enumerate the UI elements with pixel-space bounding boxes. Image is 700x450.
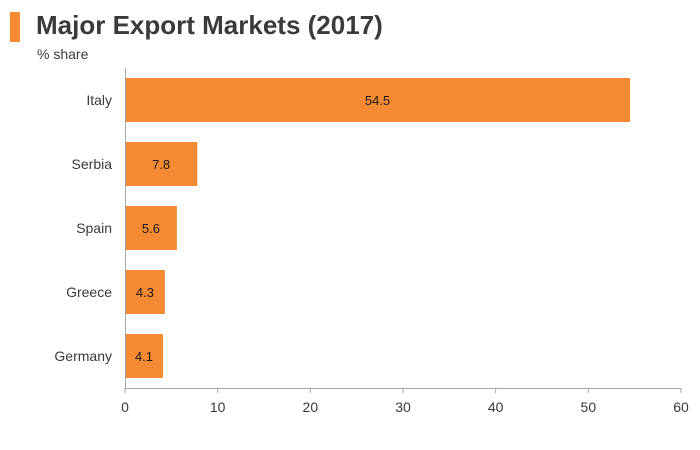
x-tick-label-10: 10 bbox=[210, 399, 226, 415]
x-tick-label-60: 60 bbox=[673, 399, 689, 415]
category-label-italy: Italy bbox=[86, 92, 112, 108]
data-label-italy: 54.5 bbox=[365, 93, 390, 108]
category-label-spain: Spain bbox=[76, 220, 112, 236]
x-tick-label-30: 30 bbox=[395, 399, 411, 415]
x-tick-label-20: 20 bbox=[303, 399, 319, 415]
x-tick-label-40: 40 bbox=[488, 399, 504, 415]
chart-subtitle: % share bbox=[37, 46, 89, 62]
category-label-germany: Germany bbox=[54, 348, 112, 364]
chart-title: Major Export Markets (2017) bbox=[36, 10, 383, 40]
data-label-spain: 5.6 bbox=[142, 221, 160, 236]
data-label-serbia: 7.8 bbox=[152, 157, 170, 172]
x-tick-label-0: 0 bbox=[121, 399, 129, 415]
bar-spain bbox=[125, 206, 177, 250]
x-tick-label-50: 50 bbox=[581, 399, 597, 415]
title-accent-bar bbox=[10, 12, 20, 42]
bar-italy bbox=[125, 78, 631, 122]
bar-greece bbox=[125, 270, 165, 314]
data-label-germany: 4.1 bbox=[135, 349, 153, 364]
bar-germany bbox=[125, 334, 163, 378]
bar-serbia bbox=[125, 142, 198, 186]
data-label-greece: 4.3 bbox=[136, 285, 154, 300]
category-label-greece: Greece bbox=[66, 284, 112, 300]
category-label-serbia: Serbia bbox=[72, 156, 113, 172]
